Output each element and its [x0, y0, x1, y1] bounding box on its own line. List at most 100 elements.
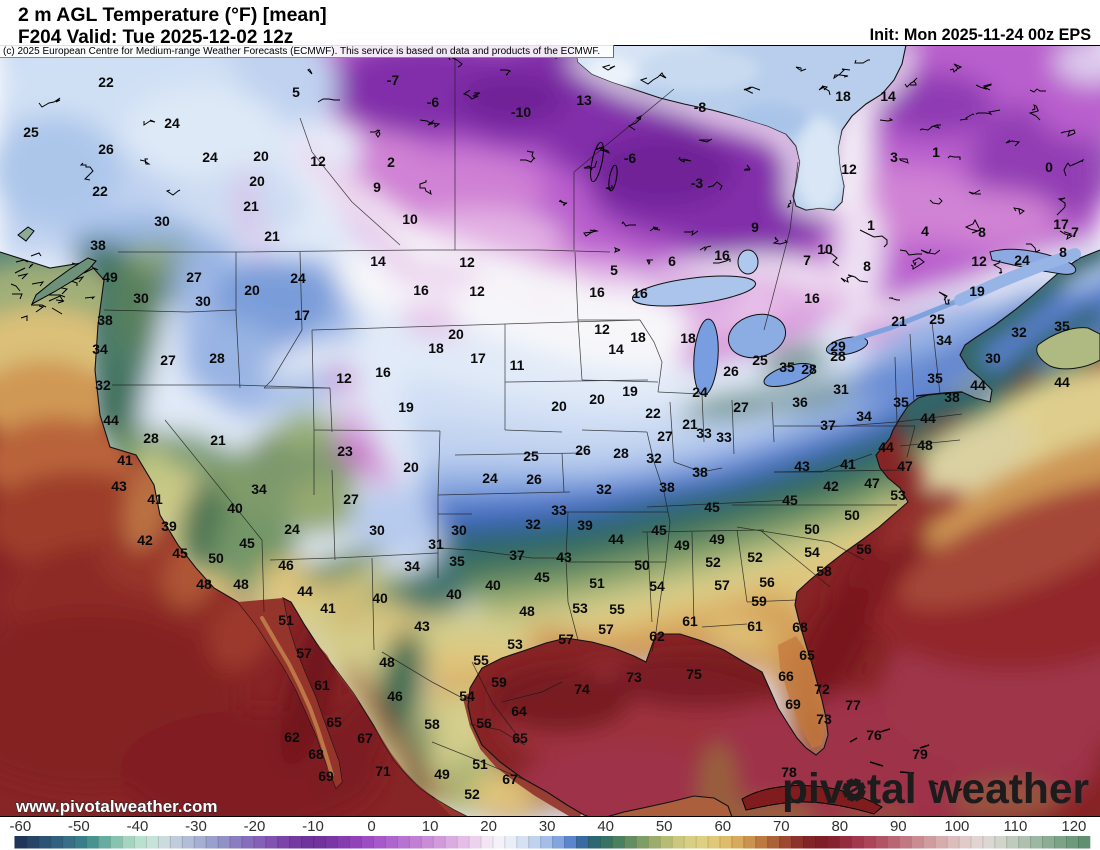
svg-text:48: 48: [519, 603, 535, 619]
svg-text:30: 30: [154, 213, 170, 229]
svg-text:41: 41: [320, 600, 336, 616]
svg-text:69: 69: [318, 768, 334, 784]
svg-text:57: 57: [598, 621, 614, 637]
svg-text:44: 44: [920, 410, 936, 426]
svg-text:-3: -3: [691, 175, 704, 191]
svg-text:45: 45: [172, 545, 188, 561]
svg-text:44: 44: [878, 439, 894, 455]
svg-text:37: 37: [820, 417, 836, 433]
svg-text:53: 53: [890, 487, 906, 503]
svg-text:24: 24: [290, 270, 306, 286]
svg-text:10: 10: [422, 818, 439, 835]
svg-text:5: 5: [610, 262, 618, 278]
svg-text:58: 58: [816, 563, 832, 579]
svg-text:52: 52: [705, 554, 721, 570]
svg-text:24: 24: [284, 521, 300, 537]
svg-text:20: 20: [448, 326, 464, 342]
svg-text:-30: -30: [185, 818, 207, 835]
svg-text:26: 26: [526, 471, 542, 487]
svg-text:44: 44: [103, 412, 119, 428]
svg-text:49: 49: [674, 537, 690, 553]
svg-text:30: 30: [195, 293, 211, 309]
svg-text:6: 6: [668, 253, 676, 269]
svg-text:32: 32: [1011, 324, 1027, 340]
svg-text:22: 22: [92, 183, 108, 199]
svg-text:13: 13: [576, 92, 592, 108]
svg-text:0: 0: [367, 818, 375, 835]
svg-text:22: 22: [98, 74, 114, 90]
svg-text:-10: -10: [511, 104, 531, 120]
svg-text:41: 41: [147, 491, 163, 507]
svg-text:44: 44: [297, 583, 313, 599]
svg-text:31: 31: [833, 381, 849, 397]
svg-text:68: 68: [792, 619, 808, 635]
svg-text:54: 54: [459, 688, 475, 704]
svg-text:-7: -7: [387, 72, 400, 88]
svg-text:18: 18: [680, 330, 696, 346]
svg-text:32: 32: [525, 516, 541, 532]
svg-text:90: 90: [890, 818, 907, 835]
svg-text:24: 24: [692, 384, 708, 400]
svg-text:16: 16: [589, 284, 605, 300]
svg-text:17: 17: [1053, 216, 1069, 232]
svg-text:12: 12: [336, 370, 352, 386]
svg-text:55: 55: [609, 601, 625, 617]
svg-text:42: 42: [823, 478, 839, 494]
svg-text:19: 19: [398, 399, 414, 415]
svg-text:65: 65: [512, 730, 528, 746]
svg-text:30: 30: [369, 522, 385, 538]
svg-text:33: 33: [551, 502, 567, 518]
svg-text:8: 8: [978, 224, 986, 240]
svg-text:-8: -8: [694, 99, 707, 115]
svg-text:80: 80: [831, 818, 848, 835]
svg-text:14: 14: [370, 253, 386, 269]
svg-text:12: 12: [459, 254, 475, 270]
svg-text:58: 58: [424, 716, 440, 732]
svg-text:25: 25: [23, 124, 39, 140]
svg-text:51: 51: [589, 575, 605, 591]
svg-text:71: 71: [375, 763, 391, 779]
svg-text:49: 49: [102, 269, 118, 285]
svg-text:57: 57: [296, 645, 312, 661]
svg-text:10: 10: [402, 211, 418, 227]
svg-text:0: 0: [1045, 159, 1053, 175]
svg-text:43: 43: [414, 618, 430, 634]
svg-text:1: 1: [932, 144, 940, 160]
svg-text:-60: -60: [10, 818, 32, 835]
svg-text:49: 49: [709, 531, 725, 547]
svg-text:22: 22: [645, 405, 661, 421]
svg-text:56: 56: [476, 715, 492, 731]
svg-text:48: 48: [233, 576, 249, 592]
svg-text:25: 25: [752, 352, 768, 368]
svg-text:44: 44: [608, 531, 624, 547]
svg-text:-10: -10: [302, 818, 324, 835]
svg-text:43: 43: [794, 458, 810, 474]
svg-text:34: 34: [404, 558, 420, 574]
svg-text:18: 18: [835, 88, 851, 104]
svg-text:32: 32: [646, 450, 662, 466]
svg-text:28: 28: [801, 361, 817, 377]
svg-text:27: 27: [160, 352, 176, 368]
svg-text:34: 34: [251, 481, 267, 497]
svg-text:16: 16: [804, 290, 820, 306]
svg-text:28: 28: [209, 350, 225, 366]
svg-text:46: 46: [387, 688, 403, 704]
svg-text:4: 4: [921, 223, 929, 239]
svg-text:53: 53: [507, 636, 523, 652]
svg-text:7: 7: [1071, 224, 1079, 240]
svg-text:12: 12: [594, 321, 610, 337]
svg-text:1: 1: [867, 217, 875, 233]
svg-text:19: 19: [969, 283, 985, 299]
svg-text:50: 50: [208, 550, 224, 566]
svg-text:45: 45: [782, 492, 798, 508]
svg-text:20: 20: [589, 391, 605, 407]
svg-text:60: 60: [714, 818, 731, 835]
svg-text:78: 78: [781, 764, 797, 780]
svg-text:24: 24: [482, 470, 498, 486]
svg-text:40: 40: [372, 590, 388, 606]
svg-text:37: 37: [509, 547, 525, 563]
svg-text:44: 44: [970, 377, 986, 393]
svg-text:120: 120: [1061, 818, 1086, 835]
svg-text:12: 12: [841, 161, 857, 177]
svg-text:79: 79: [912, 746, 928, 762]
